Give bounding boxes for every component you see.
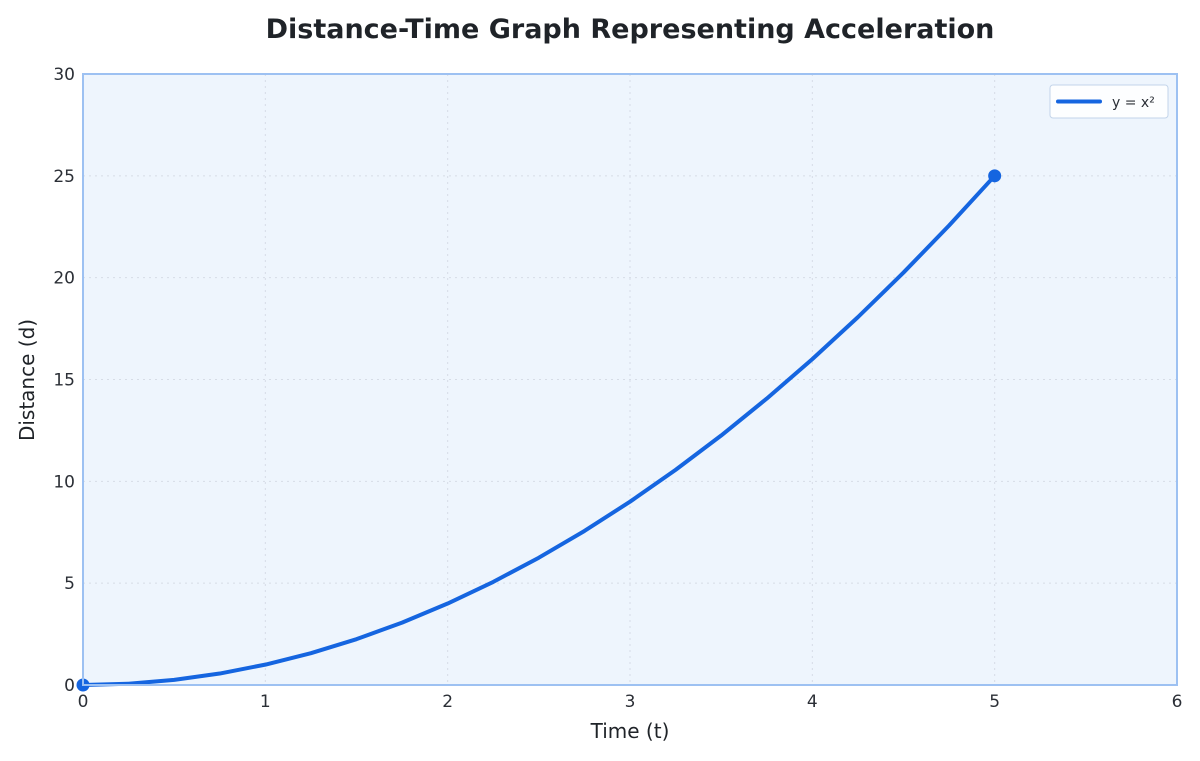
x-tick-label: 4 (807, 692, 818, 712)
y-tick-label: 15 (53, 371, 75, 391)
x-tick-label: 0 (78, 692, 89, 712)
chart-title: Distance-Time Graph Representing Acceler… (266, 14, 995, 45)
y-tick-label: 25 (53, 167, 75, 187)
x-tick-label: 3 (625, 692, 636, 712)
y-tick-label: 5 (64, 574, 75, 594)
legend-entry-label: y = x² (1112, 95, 1155, 111)
x-tick-label: 2 (442, 692, 453, 712)
series-line (81, 173, 997, 687)
x-axis-ticks: 0 1 2 3 4 5 6 (78, 692, 1183, 712)
x-axis-label: Time (t) (590, 719, 670, 743)
plot-border (82, 73, 1178, 686)
legend-box (1049, 84, 1169, 119)
x-tick-label: 6 (1172, 692, 1183, 712)
y-tick-label: 10 (53, 472, 75, 492)
x-tick-label: 5 (989, 692, 1000, 712)
y-tick-label: 30 (53, 65, 75, 85)
legend: y = x² (1049, 84, 1169, 119)
highlight-point (988, 169, 1002, 183)
y-axis-label: Distance (d) (15, 319, 39, 441)
y-axis-ticks: 0 5 10 15 20 25 30 (53, 65, 75, 696)
x-tick-label: 1 (260, 692, 271, 712)
y-tick-label: 20 (53, 269, 75, 289)
y-tick-label: 0 (64, 676, 75, 696)
